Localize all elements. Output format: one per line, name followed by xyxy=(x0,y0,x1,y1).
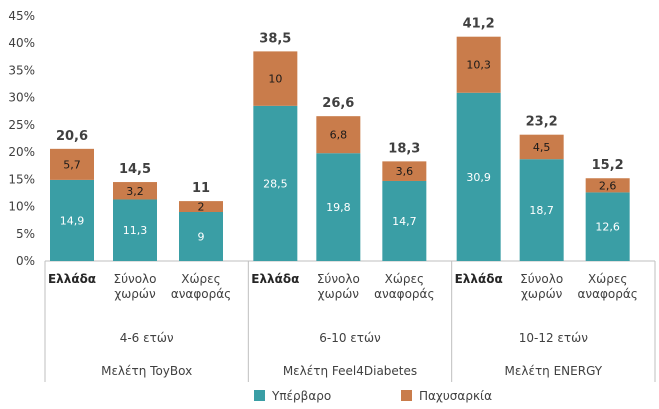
data-label-overweight: 18,7 xyxy=(529,204,554,217)
y-tick-label: 45% xyxy=(8,9,35,23)
study-label: Μελέτη Feel4Diabetes xyxy=(283,364,417,378)
bar-obesity xyxy=(113,182,157,200)
y-tick-label: 20% xyxy=(8,145,35,159)
data-label-obesity: 2 xyxy=(198,201,205,214)
data-label-total: 41,2 xyxy=(463,17,495,32)
category-label: αναφοράς xyxy=(374,287,434,301)
category-label: χωρών xyxy=(114,287,156,301)
category-label: αναφοράς xyxy=(577,287,637,301)
data-label-overweight: 14,9 xyxy=(60,214,85,227)
data-label-total: 15,2 xyxy=(592,158,624,173)
bar-obesity xyxy=(253,51,298,106)
data-label-total: 14,5 xyxy=(119,162,151,177)
category-label: αναφοράς xyxy=(171,287,231,301)
data-label-obesity: 2,6 xyxy=(599,179,617,192)
bar-obesity xyxy=(519,134,564,160)
category-label: Χώρες xyxy=(588,272,627,286)
legend-label-obesity: Παχυσαρκία xyxy=(419,389,492,403)
bar-overweight xyxy=(50,179,94,261)
data-label-total: 26,6 xyxy=(322,96,354,111)
bar-obesity xyxy=(50,148,94,180)
data-label-total: 11 xyxy=(192,181,210,196)
bar-obesity xyxy=(456,36,501,93)
bar-overweight xyxy=(253,105,298,261)
data-label-overweight: 11,3 xyxy=(123,224,148,237)
y-tick-label: 5% xyxy=(16,227,35,241)
data-label-overweight: 9 xyxy=(198,231,205,244)
bar-obesity xyxy=(585,178,630,193)
data-label-obesity: 6,8 xyxy=(330,129,348,142)
legend-swatch-obesity xyxy=(401,390,412,401)
age-group-label: 6-10 ετών xyxy=(319,331,381,345)
legend-label-overweight: Υπέρβαρο xyxy=(271,389,331,403)
category-label: Σύνολο xyxy=(520,272,563,286)
data-label-total: 18,3 xyxy=(388,141,420,156)
bar-overweight xyxy=(382,180,427,261)
data-label-total: 20,6 xyxy=(56,129,88,144)
bar-obesity xyxy=(382,161,427,181)
data-label-obesity: 10,3 xyxy=(466,59,491,72)
bar-overweight xyxy=(519,159,564,261)
bar-obesity xyxy=(179,201,223,212)
category-label: Ελλάδα xyxy=(455,272,503,286)
legend-swatch-overweight xyxy=(254,390,265,401)
data-label-obesity: 4,5 xyxy=(533,141,551,154)
bar-obesity xyxy=(316,116,361,154)
data-label-total: 38,5 xyxy=(259,31,291,46)
category-label: Χώρες xyxy=(385,272,424,286)
data-label-obesity: 3,6 xyxy=(396,165,414,178)
y-tick-label: 0% xyxy=(16,254,35,268)
data-label-overweight: 12,6 xyxy=(595,221,620,234)
data-label-overweight: 14,7 xyxy=(392,215,417,228)
y-tick-label: 10% xyxy=(8,200,35,214)
age-group-label: 10-12 ετών xyxy=(519,331,588,345)
y-tick-label: 35% xyxy=(8,63,35,77)
data-label-overweight: 30,9 xyxy=(466,171,491,184)
data-label-obesity: 5,7 xyxy=(63,158,81,171)
category-label: χωρών xyxy=(521,287,563,301)
study-label: Μελέτη ToyBox xyxy=(101,364,192,378)
bar-overweight xyxy=(113,199,157,261)
category-label: Σύνολο xyxy=(113,272,156,286)
bar-overweight xyxy=(179,212,223,261)
age-group-label: 4-6 ετών xyxy=(120,331,174,345)
category-label: χωρών xyxy=(318,287,360,301)
data-label-overweight: 28,5 xyxy=(263,177,288,190)
category-label: Ελλάδα xyxy=(251,272,299,286)
category-label: Σύνολο xyxy=(317,272,360,286)
bar-overweight xyxy=(456,92,501,262)
bar-overweight xyxy=(316,153,361,261)
y-tick-label: 40% xyxy=(8,36,35,50)
bar-overweight xyxy=(585,192,630,261)
y-tick-label: 15% xyxy=(8,172,35,186)
data-label-obesity: 3,2 xyxy=(126,185,144,198)
study-label: Μελέτη ENERGY xyxy=(505,364,603,378)
y-tick-label: 25% xyxy=(8,118,35,132)
category-label: Χώρες xyxy=(181,272,220,286)
category-label: Ελλάδα xyxy=(48,272,96,286)
data-label-total: 23,2 xyxy=(526,115,558,130)
y-tick-label: 30% xyxy=(8,91,35,105)
data-label-overweight: 19,8 xyxy=(326,201,351,214)
data-label-obesity: 10 xyxy=(268,73,282,86)
